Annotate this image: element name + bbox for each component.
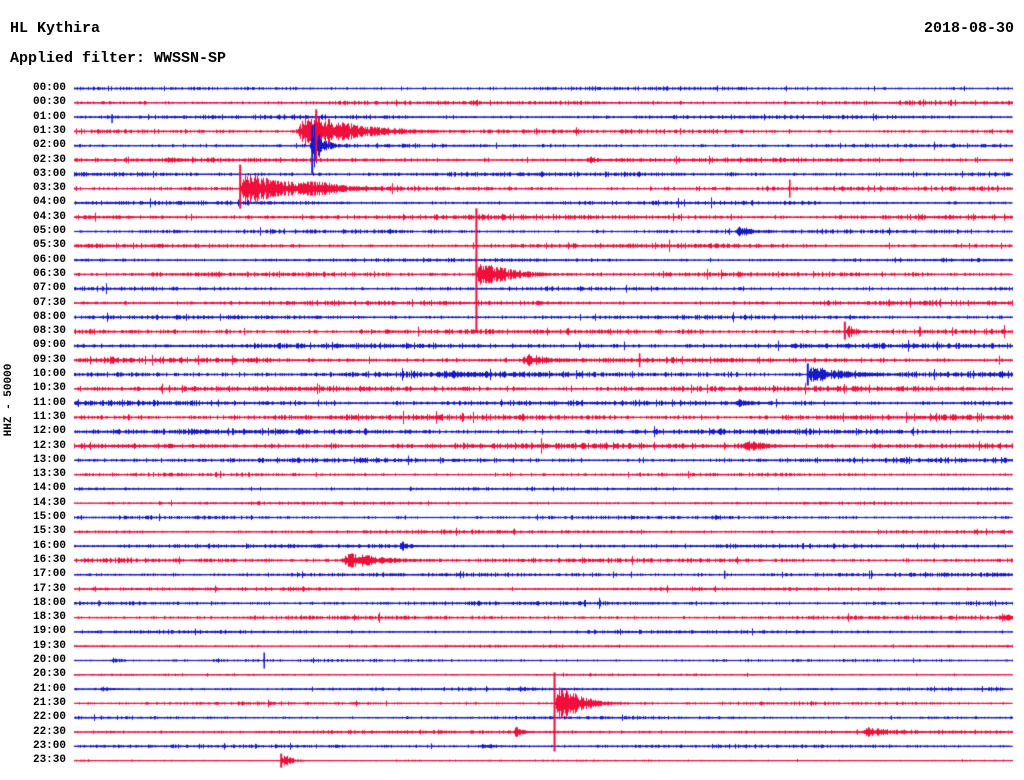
time-label: 07:30: [32, 296, 66, 309]
time-label: 21:30: [32, 696, 66, 709]
time-label: 00:00: [32, 82, 66, 94]
time-label: 22:30: [32, 725, 66, 738]
time-label: 01:30: [32, 124, 66, 137]
time-label: 06:00: [32, 253, 66, 266]
time-label: 15:00: [32, 511, 66, 523]
time-label: 12:30: [32, 439, 66, 452]
time-label: 23:00: [32, 739, 66, 752]
time-label: 08:30: [32, 325, 66, 338]
time-label: 14:00: [32, 482, 66, 495]
time-label: 14:30: [32, 496, 66, 509]
time-label: 10:30: [32, 382, 66, 395]
station-title: HL Kythira: [10, 20, 101, 37]
time-label: 12:00: [32, 425, 66, 438]
time-label: 06:30: [32, 267, 66, 280]
time-label: 00:30: [32, 96, 66, 109]
time-label: 13:00: [32, 453, 66, 466]
time-label: 23:30: [32, 754, 66, 767]
time-label: 09:00: [32, 339, 66, 352]
time-label: 03:00: [32, 167, 66, 180]
time-label: 10:00: [32, 368, 66, 380]
time-label: 16:30: [32, 553, 66, 566]
time-label: 20:00: [32, 654, 66, 666]
time-label: 01:00: [32, 110, 66, 123]
filter-label: Applied filter: WWSSN-SP: [10, 50, 227, 67]
time-label: 08:00: [32, 310, 66, 323]
time-label: 05:00: [32, 225, 66, 237]
date-label: 2018-08-30: [923, 20, 1014, 37]
time-label: 02:30: [32, 153, 66, 166]
time-label: 20:30: [32, 668, 66, 681]
time-label: 03:30: [32, 182, 66, 195]
time-label: 11:00: [32, 396, 66, 409]
time-label: 13:30: [32, 468, 66, 481]
time-label: 05:30: [32, 239, 66, 252]
time-label: 04:30: [32, 210, 66, 223]
time-label: 11:30: [32, 410, 66, 423]
time-label: 22:00: [32, 711, 66, 724]
time-label: 19:30: [32, 639, 66, 652]
y-axis-label: HHZ - 50000: [3, 363, 15, 437]
time-label: 19:00: [32, 625, 66, 638]
time-label: 21:00: [32, 682, 66, 695]
time-label: 09:30: [32, 353, 66, 366]
time-label: 15:30: [32, 525, 66, 538]
time-label: 16:00: [32, 539, 66, 552]
time-label: 07:00: [32, 282, 66, 295]
time-label: 18:30: [32, 611, 66, 624]
time-label: 18:00: [32, 596, 66, 609]
time-label: 17:30: [32, 582, 66, 595]
time-label: 02:00: [32, 139, 66, 152]
time-label: 17:00: [32, 568, 66, 581]
time-label: 04:00: [32, 196, 66, 209]
